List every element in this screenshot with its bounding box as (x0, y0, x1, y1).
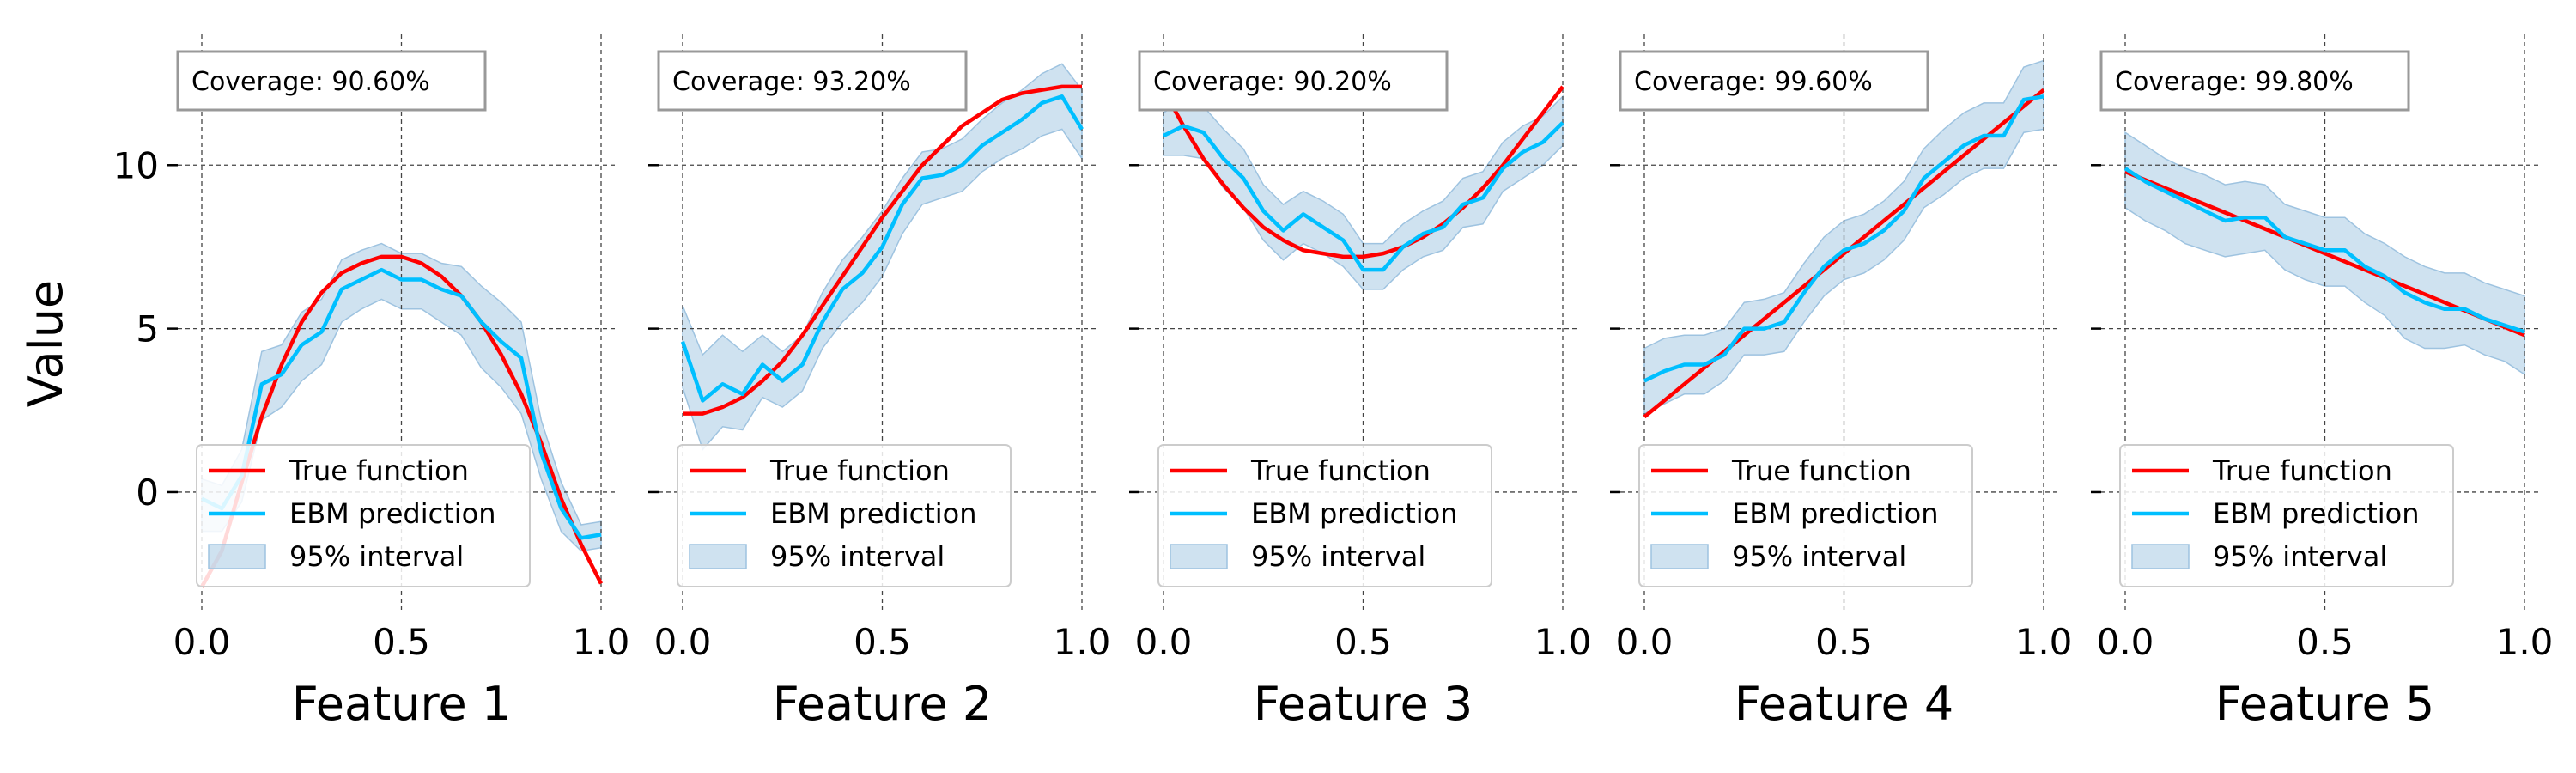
x-tick-label: 0.5 (373, 621, 430, 663)
y-tick-label: 5 (136, 308, 159, 350)
y-tick-label: 10 (113, 144, 159, 186)
coverage-label: Coverage: 90.20% (1153, 67, 1392, 97)
legend-label: True function (2212, 454, 2392, 487)
legend-label: EBM prediction (1732, 497, 1939, 530)
y-axis-label: Value (19, 280, 73, 407)
x-tick-label: 0.0 (173, 621, 231, 663)
legend-label: 95% interval (770, 540, 945, 573)
ebm-prediction-line (201, 267, 602, 540)
legend-label: EBM prediction (2213, 497, 2420, 530)
legend-frame (1638, 444, 1973, 587)
legend-swatch-interval (689, 544, 747, 569)
legend-swatch-interval (1170, 544, 1228, 569)
chart-panel-5: 0.0 0.5 1.0 Feature 5 Coverage: 99.80% True f… (2091, 34, 2553, 731)
legend-label: EBM prediction (1251, 497, 1458, 530)
legend-label: 95% interval (1251, 540, 1425, 573)
legend: True function EBM prediction 95% interval (1157, 444, 1492, 587)
coverage-box-frame (176, 50, 487, 112)
y-tick-label: 0 (136, 472, 159, 514)
legend-label: 95% interval (2213, 540, 2387, 573)
coverage-box-frame (1138, 50, 1449, 112)
legend: True function EBM prediction 95% interval (677, 444, 1012, 587)
x-tick-label: 0.5 (854, 621, 911, 663)
coverage-box-frame (1619, 50, 1929, 112)
chart-panel-1: 0 5 10 0.0 0.5 1.0 Feature 1 Coverage: 90.60% Tr… (113, 34, 630, 731)
ebm-prediction-line (2123, 167, 2525, 334)
x-tick-label: 1.0 (2015, 621, 2073, 663)
coverage-label: Coverage: 99.80% (2115, 67, 2354, 97)
ebm-prediction-line (1643, 94, 2044, 383)
x-tick-label: 0.0 (1135, 621, 1193, 663)
coverage-box: Coverage: 99.80% (2099, 50, 2410, 112)
legend-label: EBM prediction (289, 497, 496, 530)
legend: True function EBM prediction 95% interval (2119, 444, 2454, 587)
true-function-line (1162, 85, 1564, 259)
x-tick-label: 0.0 (654, 621, 712, 663)
x-axis-label: Feature 4 (1735, 677, 1954, 731)
chart-panel-3: 0.0 0.5 1.0 Feature 3 Coverage: 90.20% True f… (1129, 34, 1591, 731)
legend-frame (677, 444, 1012, 587)
coverage-label: Coverage: 90.60% (191, 67, 430, 97)
legend-label: 95% interval (1732, 540, 1906, 573)
x-axis-label: Feature 1 (292, 677, 512, 731)
x-tick-label: 0.0 (1616, 621, 1674, 663)
chart-panel-2: 0.0 0.5 1.0 Feature 2 Coverage: 93.20% True f… (648, 34, 1110, 731)
legend: True function EBM prediction 95% interval (1638, 444, 1973, 587)
legend-frame (196, 444, 531, 587)
legend-frame (1157, 444, 1492, 587)
coverage-label: Coverage: 99.60% (1634, 67, 1873, 97)
coverage-box-frame (657, 50, 968, 112)
x-tick-label: 0.5 (2296, 621, 2354, 663)
legend-label: True function (1250, 454, 1431, 487)
x-axis-label: Feature 5 (2215, 677, 2435, 731)
chart-panel-4: 0.0 0.5 1.0 Feature 4 Coverage: 99.60% True f… (1610, 34, 2072, 731)
true-function-line (683, 84, 1082, 416)
x-tick-label: 0.5 (1334, 621, 1392, 663)
coverage-box-frame (2099, 50, 2410, 112)
legend-frame (2119, 444, 2454, 587)
x-tick-label: 0.0 (2097, 621, 2154, 663)
coverage-label: Coverage: 93.20% (672, 67, 911, 97)
legend-label: EBM prediction (770, 497, 977, 530)
x-axis-label: Feature 3 (1254, 677, 1473, 731)
x-tick-label: 0.5 (1815, 621, 1873, 663)
x-tick-label: 1.0 (573, 621, 630, 663)
coverage-box: Coverage: 90.20% (1138, 50, 1449, 112)
legend-label: True function (769, 454, 950, 487)
ebm-prediction-line (680, 94, 1084, 403)
coverage-box: Coverage: 90.60% (176, 50, 487, 112)
legend-swatch-interval (2131, 544, 2190, 569)
x-axis-label: Feature 2 (773, 677, 993, 731)
legend: True function EBM prediction 95% interval (196, 444, 531, 587)
x-tick-label: 1.0 (2496, 621, 2554, 663)
coverage-box: Coverage: 99.60% (1619, 50, 1929, 112)
legend-label: True function (1731, 454, 1911, 487)
legend-swatch-interval (208, 544, 266, 569)
x-tick-label: 1.0 (1534, 621, 1592, 663)
x-tick-label: 1.0 (1054, 621, 1111, 663)
ebm-prediction-line (1163, 121, 1564, 272)
legend-swatch-interval (1650, 544, 1709, 569)
legend-label: 95% interval (289, 540, 464, 573)
coverage-box: Coverage: 93.20% (657, 50, 968, 112)
legend-label: True function (289, 454, 469, 487)
